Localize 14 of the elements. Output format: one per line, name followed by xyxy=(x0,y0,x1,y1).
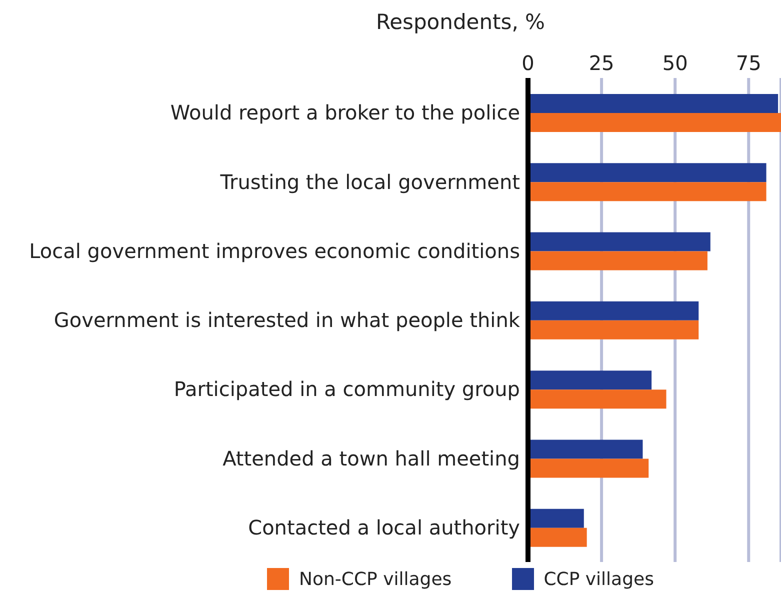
y-tick-label: Local government improves economic conditions xyxy=(29,238,520,263)
x-tick-label: 0 xyxy=(522,51,534,75)
legend-label: Non-CCP villages xyxy=(299,568,452,590)
y-tick-label: Would report a broker to the police xyxy=(170,100,520,125)
y-tick-label: Trusting the local government xyxy=(219,170,520,194)
x-tick-label: 50 xyxy=(662,51,688,75)
y-tick-label: Attended a town hall meeting xyxy=(222,446,520,470)
x-tick-label: 25 xyxy=(588,51,614,75)
y-tick-label: Government is interested in what people think xyxy=(54,308,520,332)
legend-label: CCP villages xyxy=(544,568,654,590)
x-axis-title: Respondents, % xyxy=(374,9,546,36)
x-tick-label: 75 xyxy=(736,51,762,75)
y-tick-label: Participated in a community group xyxy=(174,377,520,402)
y-tick-label: Contacted a local authority xyxy=(248,516,520,540)
